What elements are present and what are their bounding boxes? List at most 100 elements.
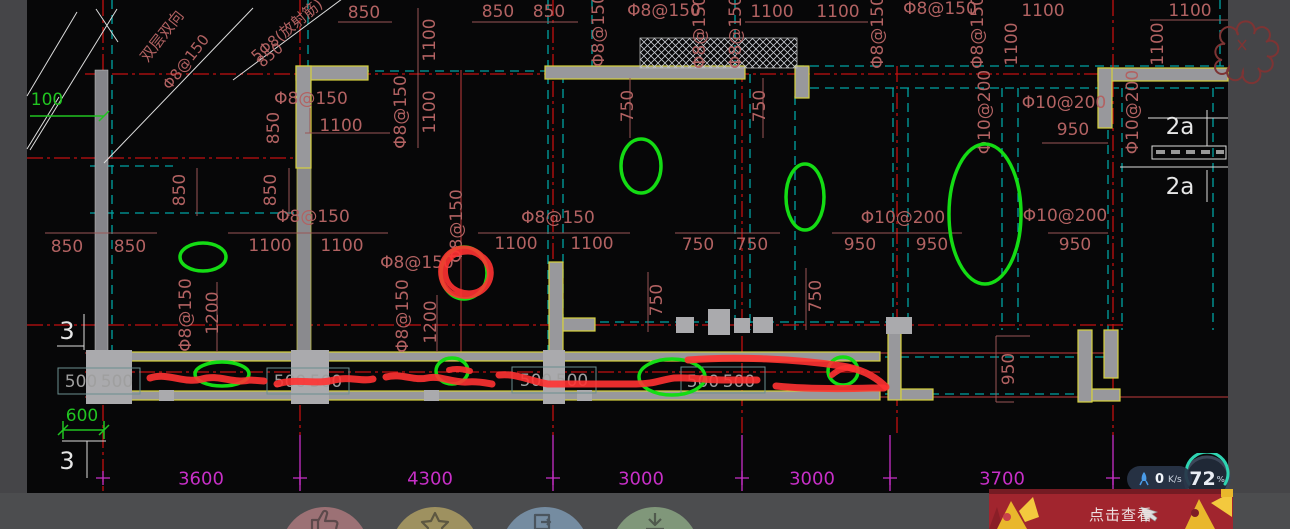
download-icon bbox=[646, 513, 664, 529]
hand-cursor-icon bbox=[1140, 506, 1159, 523]
cad-text-label: 1100 bbox=[320, 236, 363, 256]
cad-text-label: 950 bbox=[999, 353, 1019, 385]
cad-text-label: 500 bbox=[101, 372, 133, 392]
ad-banner[interactable]: 点击查看 bbox=[989, 489, 1233, 529]
cad-text-label: Φ10@200 bbox=[861, 208, 945, 228]
cad-text-label: 850 bbox=[533, 2, 565, 22]
cad-text-label: 3700 bbox=[979, 469, 1025, 490]
cad-text-label: 1100 bbox=[570, 234, 613, 254]
cad-text-label: 1100 bbox=[420, 90, 440, 133]
rocket-icon bbox=[1139, 472, 1149, 486]
cad-text-label: Φ10@200 bbox=[975, 70, 995, 154]
cad-text-label: 1100 bbox=[816, 2, 859, 22]
cad-text-label: 750 bbox=[736, 235, 768, 255]
hatched-region bbox=[639, 37, 798, 69]
cad-text-label: 1200 bbox=[203, 291, 223, 334]
star-icon bbox=[420, 511, 450, 529]
cad-text-label: Φ8@150 bbox=[627, 1, 701, 21]
cad-text-label: Φ8@150 bbox=[176, 278, 196, 352]
annotation-scribble bbox=[495, 371, 761, 388]
drawing-viewport[interactable] bbox=[27, 0, 1228, 493]
share-button[interactable] bbox=[501, 507, 589, 529]
wall-segments bbox=[86, 65, 1229, 404]
cad-text-label: Φ8@150 bbox=[447, 189, 467, 263]
banner-label: 点击查看 bbox=[1089, 506, 1154, 524]
annotation-scribble bbox=[684, 354, 890, 391]
cad-text-label: Φ8@150 bbox=[380, 253, 454, 273]
badge-value: 72% bbox=[1189, 468, 1225, 490]
cad-text-label: 950 bbox=[1057, 120, 1089, 140]
download-button[interactable] bbox=[611, 507, 699, 529]
like-button[interactable] bbox=[281, 507, 369, 529]
cad-text-label: 750 bbox=[682, 235, 714, 255]
share-icon bbox=[533, 513, 552, 529]
cad-text-label: Φ8@150 bbox=[521, 208, 595, 228]
cad-text-label: 1100 bbox=[494, 234, 537, 254]
annotation-scribble bbox=[382, 372, 496, 388]
white-lines bbox=[26, 0, 1228, 478]
cad-text-label: 950 bbox=[916, 235, 948, 255]
annotation-ellipse bbox=[784, 162, 826, 232]
cad-text-label: 1100 bbox=[1168, 1, 1211, 21]
cad-text-label: Φ8@150 bbox=[393, 279, 413, 353]
cad-text-label: 750 bbox=[750, 90, 770, 122]
cad-text-label: 1100 bbox=[248, 236, 291, 256]
star-button[interactable] bbox=[391, 507, 479, 529]
cad-text-label: Φ10@200 bbox=[1023, 206, 1107, 226]
cad-text-label: 3 bbox=[59, 447, 74, 475]
cad-text-label: 750 bbox=[647, 284, 667, 316]
cad-text-label: 3000 bbox=[789, 469, 835, 490]
cad-text-label: 1100 bbox=[1002, 22, 1022, 65]
cad-text-label: 850 bbox=[51, 237, 83, 257]
cad-text-label: 750 bbox=[806, 280, 826, 312]
cad-text-label: 1100 bbox=[750, 2, 793, 22]
cad-text-label: 500 bbox=[65, 372, 97, 392]
annotation-scribble bbox=[446, 365, 473, 374]
annotation-ellipse bbox=[193, 360, 251, 388]
dimension-lines bbox=[45, 8, 1228, 403]
cad-text-label: 1200 bbox=[421, 300, 441, 343]
cad-text-label: 950 bbox=[844, 235, 876, 255]
cad-text-label: 850 bbox=[348, 3, 380, 23]
cad-text-label: 100 bbox=[31, 90, 63, 110]
annotation-scribble bbox=[273, 375, 377, 388]
green-dimension-lines bbox=[30, 110, 110, 439]
cad-text-label: Φ8@150 bbox=[589, 0, 609, 67]
cad-text-label: 600 bbox=[66, 406, 98, 426]
cad-text-label: Φ8@150 bbox=[968, 0, 988, 69]
cad-text-label: Φ10@200 bbox=[1022, 93, 1106, 113]
cad-text-label: 1100 bbox=[1148, 22, 1168, 65]
cad-text-label: 2a bbox=[1166, 174, 1195, 200]
banner-decoration bbox=[989, 489, 1233, 529]
cad-text-label: 1100 bbox=[1021, 1, 1064, 21]
magenta-grid-lines bbox=[96, 435, 1120, 491]
cad-text-label: Φ8@150 bbox=[391, 75, 411, 149]
cad-text-label: 850 bbox=[264, 112, 284, 144]
cad-text-label: 850 bbox=[170, 174, 190, 206]
annotation-scribble bbox=[772, 382, 888, 393]
annotation-scribble bbox=[146, 372, 268, 385]
cad-text-label: Φ8@150 bbox=[276, 207, 350, 227]
annotation-ellipse bbox=[178, 241, 228, 273]
cad-text-label: 850 bbox=[261, 174, 281, 206]
cad-text-label: 850 bbox=[482, 2, 514, 22]
cad-text-label: 2a bbox=[1166, 114, 1195, 140]
net-speed-unit: K/s bbox=[1168, 475, 1182, 485]
annotation-ellipse bbox=[619, 137, 663, 195]
cad-text-label: 850 bbox=[114, 237, 146, 257]
cad-text-label: Φ10@200 bbox=[1123, 70, 1143, 154]
cad-text-label: 950 bbox=[1059, 235, 1091, 255]
revision-cloud-icon bbox=[1214, 20, 1280, 85]
cad-text-label: 1100 bbox=[420, 18, 440, 61]
cad-text-label: 750 bbox=[618, 90, 638, 122]
network-speed-widget[interactable]: 0 K/s bbox=[1127, 466, 1192, 492]
dock-icons bbox=[281, 507, 699, 529]
cad-text-label: 3000 bbox=[618, 469, 664, 490]
net-speed-value: 0 bbox=[1155, 471, 1165, 487]
cad-text-label: Φ8@150 bbox=[274, 89, 348, 109]
annotation-scribble bbox=[438, 245, 494, 299]
cad-text-label: 3 bbox=[59, 317, 74, 345]
cad-text-label: 3600 bbox=[178, 469, 224, 490]
